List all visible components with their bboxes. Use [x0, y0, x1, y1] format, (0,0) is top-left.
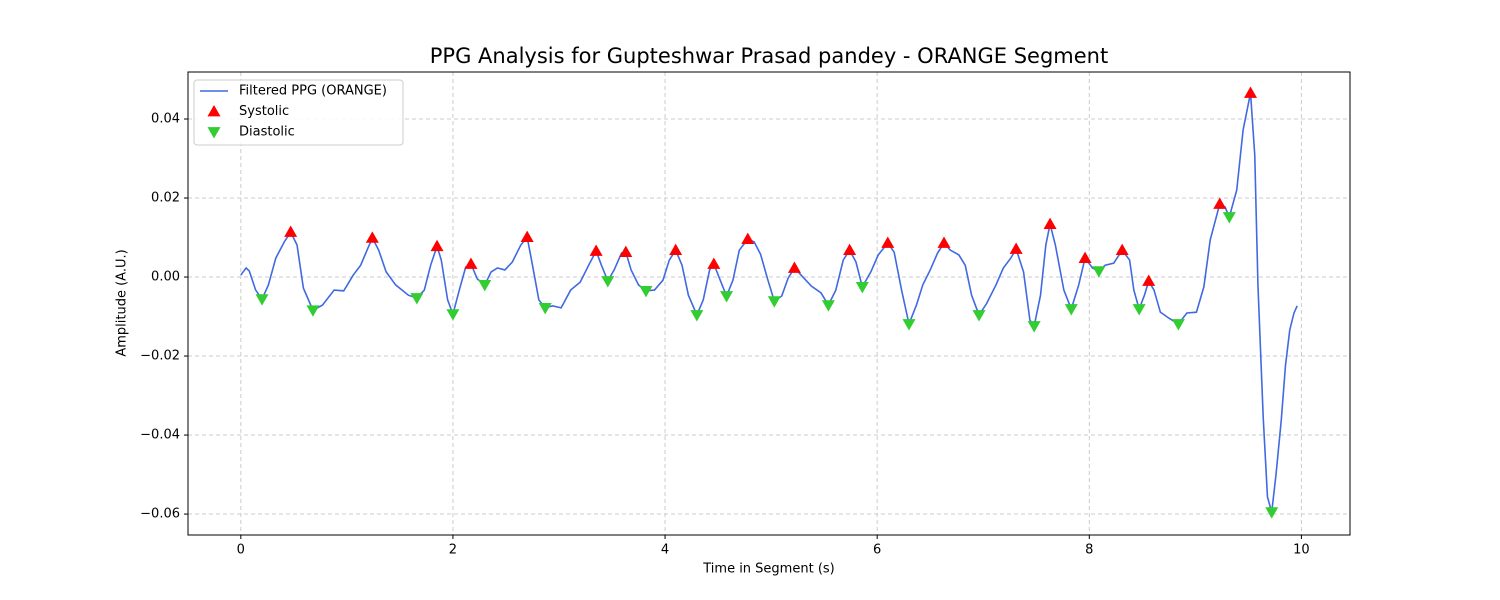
legend-label: Diastolic	[239, 125, 295, 140]
point	[787, 261, 801, 273]
y-axis-label: Amplitude (A.U.)	[115, 249, 130, 356]
point	[707, 257, 721, 269]
point	[1142, 274, 1156, 286]
point	[410, 293, 424, 305]
y-tick-label: 0.04	[151, 112, 180, 127]
point	[464, 257, 478, 269]
point	[902, 319, 916, 331]
point	[1115, 243, 1129, 256]
point	[855, 282, 869, 294]
x-tick-label: 0	[237, 543, 245, 558]
point	[1092, 266, 1106, 278]
point	[446, 309, 460, 321]
legend-label: Filtered PPG (ORANGE)	[239, 84, 387, 99]
point	[306, 305, 320, 317]
legend-label: Systolic	[239, 104, 289, 119]
point	[972, 310, 986, 322]
point	[1244, 86, 1258, 98]
point	[881, 236, 895, 248]
point	[937, 236, 951, 248]
point	[430, 239, 444, 252]
legend-marker	[207, 105, 221, 117]
x-tick-label: 2	[449, 543, 457, 558]
point	[601, 276, 615, 288]
point	[538, 302, 552, 315]
x-tick-label: 8	[1085, 543, 1093, 558]
axes-frame	[187, 71, 1351, 536]
point	[690, 310, 704, 322]
x-tick-label: 6	[873, 543, 881, 558]
x-tick-label: 4	[661, 543, 669, 558]
point	[520, 230, 534, 243]
y-tick-label: −0.04	[140, 428, 180, 443]
y-tick-label: 0.02	[151, 191, 180, 206]
point	[741, 232, 755, 244]
point	[1043, 217, 1057, 229]
chart-title: PPG Analysis for Gupteshwar Prasad pande…	[430, 44, 1108, 68]
legend-marker	[207, 127, 221, 139]
point	[720, 291, 734, 303]
y-tick-label: −0.02	[140, 349, 180, 364]
y-tick-label: 0.00	[151, 270, 180, 285]
point	[1222, 212, 1236, 224]
point	[843, 243, 857, 256]
point	[1009, 242, 1023, 254]
point	[1064, 304, 1078, 316]
point	[1265, 507, 1279, 519]
x-tick-label: 10	[1293, 543, 1310, 558]
point	[255, 294, 269, 306]
point	[589, 244, 603, 256]
point	[1213, 197, 1227, 209]
legend-box	[193, 79, 404, 146]
point	[821, 300, 835, 312]
y-tick-label: −0.06	[140, 507, 180, 522]
point	[639, 285, 653, 298]
point	[478, 280, 492, 292]
point	[284, 225, 298, 237]
point	[1078, 251, 1092, 263]
point	[1171, 319, 1185, 331]
point	[669, 243, 683, 256]
point	[365, 231, 379, 243]
point	[1027, 321, 1041, 333]
point	[619, 245, 633, 258]
x-axis-label: Time in Segment (s)	[702, 562, 834, 577]
point	[767, 296, 781, 308]
point	[1132, 304, 1146, 316]
